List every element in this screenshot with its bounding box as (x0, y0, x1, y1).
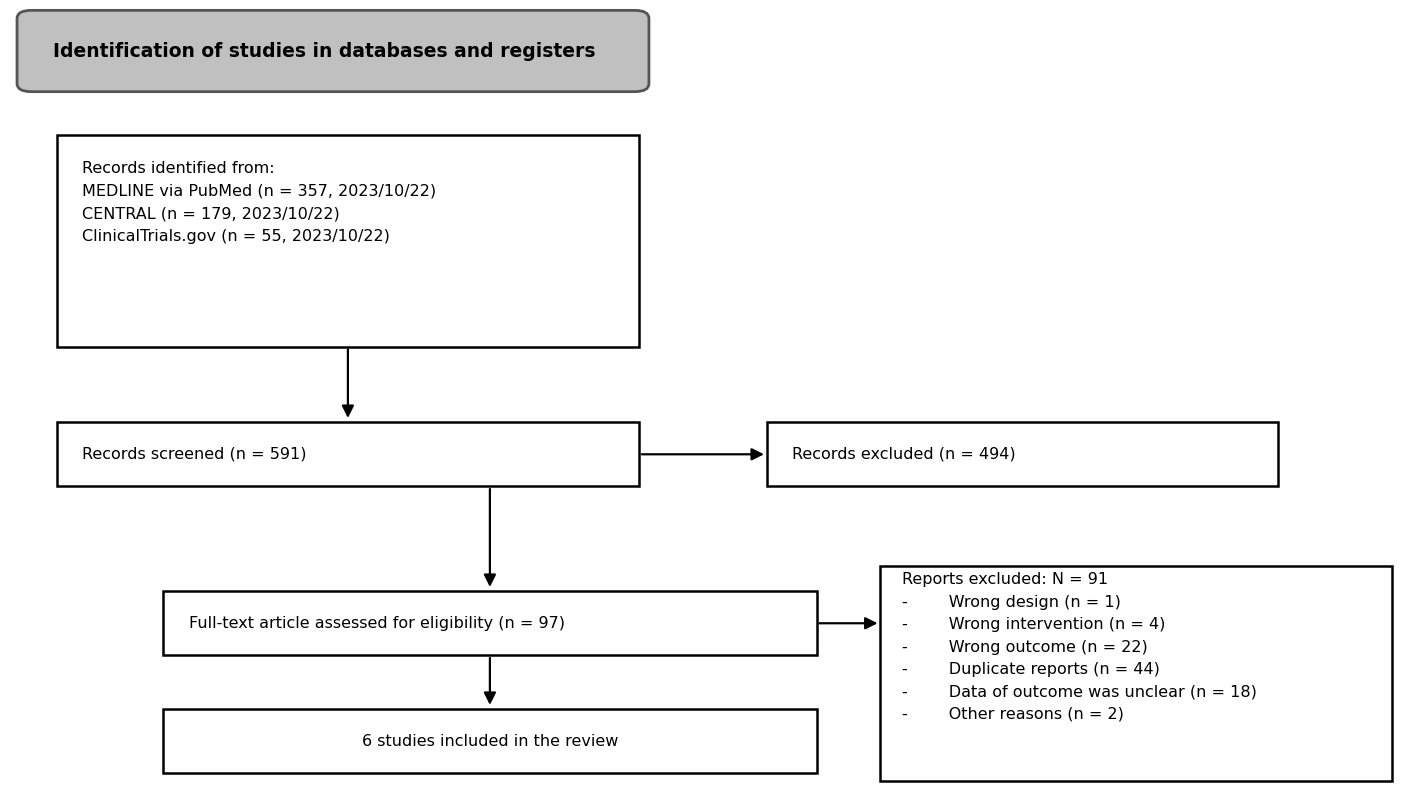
FancyBboxPatch shape (163, 591, 816, 655)
FancyBboxPatch shape (57, 135, 639, 347)
Text: Records identified from:
MEDLINE via PubMed (n = 357, 2023/10/22)
CENTRAL (n = 1: Records identified from: MEDLINE via Pub… (82, 161, 436, 244)
Text: 6 studies included in the review: 6 studies included in the review (362, 734, 618, 748)
FancyBboxPatch shape (163, 709, 816, 773)
FancyBboxPatch shape (17, 10, 649, 92)
FancyBboxPatch shape (767, 422, 1278, 486)
FancyBboxPatch shape (880, 566, 1392, 781)
Text: Full-text article assessed for eligibility (n = 97): Full-text article assessed for eligibili… (189, 616, 565, 630)
Text: Records screened (n = 591): Records screened (n = 591) (82, 447, 307, 461)
Text: Reports excluded: N = 91
-        Wrong design (n = 1)
-        Wrong interventi: Reports excluded: N = 91 - Wrong design … (902, 572, 1257, 722)
FancyBboxPatch shape (57, 422, 639, 486)
Text: Records excluded (n = 494): Records excluded (n = 494) (792, 447, 1015, 461)
Text: Identification of studies in databases and registers: Identification of studies in databases a… (53, 41, 595, 61)
